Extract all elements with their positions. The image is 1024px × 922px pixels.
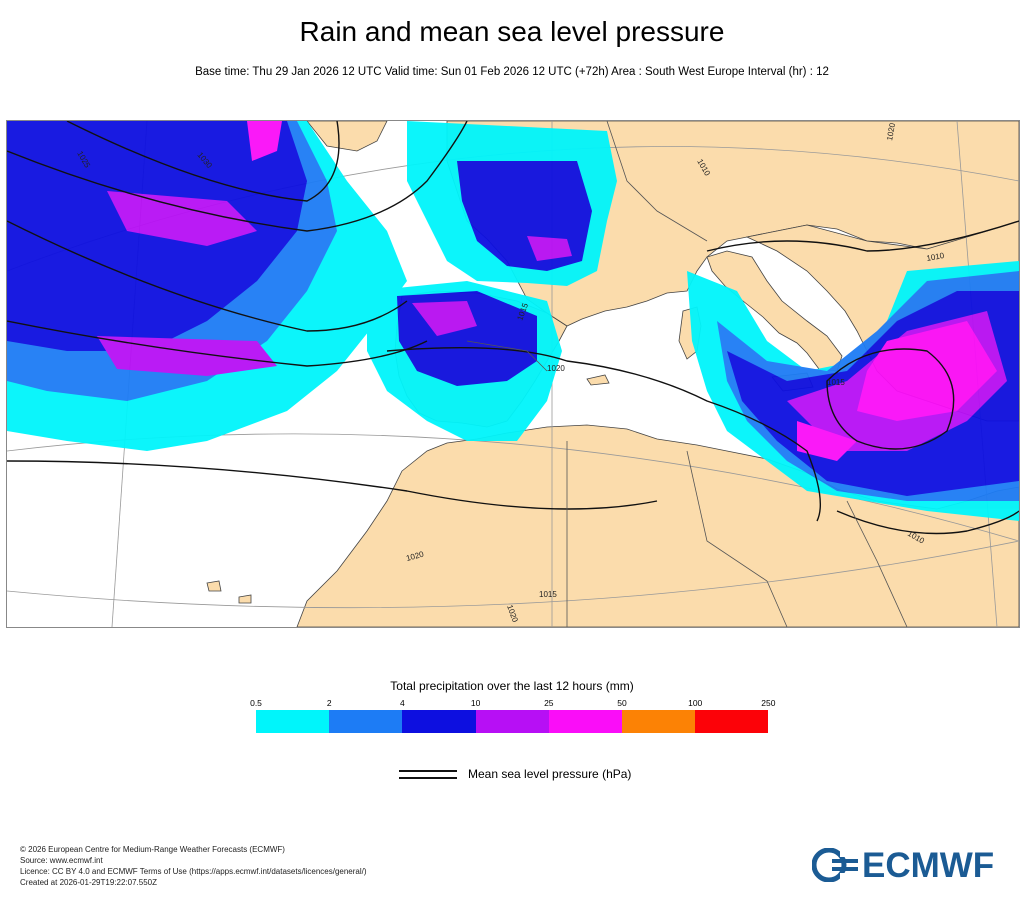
isobar-3: [7, 220, 408, 332]
land-britain: [306, 121, 388, 152]
isobar-label: 1015: [539, 590, 557, 599]
precip-med-magenta-2: [797, 421, 857, 461]
chart-title: Rain and mean sea level pressure: [299, 16, 725, 47]
legend-tick-label: 25: [544, 698, 554, 708]
precip-atlantic-purple: [107, 191, 257, 246]
isobar-2: [66, 121, 340, 202]
legend-tick-label: 2: [326, 698, 332, 708]
legend-title: Total precipitation over the last 12 hou…: [390, 679, 634, 693]
msl-legend-line: [399, 770, 457, 772]
legend-tick-label: 4: [400, 698, 405, 708]
map-svg: 1025 1030 1015 1020 1010 1015 1020 1010 …: [7, 121, 1019, 627]
precip-atlantic-band: [97, 336, 277, 376]
precip-atlantic-magenta: [247, 121, 282, 161]
isobar-4: [7, 320, 428, 367]
legend-tick-label: 100: [688, 698, 703, 708]
isobar-label: 1010: [926, 251, 946, 263]
country-borders: [466, 121, 908, 627]
footer-credits: © 2026 European Centre for Medium-Range …: [20, 844, 367, 888]
legend-color-swatch: [475, 710, 549, 733]
legend-color-swatch: [256, 710, 330, 733]
legend-color-swatch: [548, 710, 622, 733]
precip-med-magenta: [857, 321, 997, 421]
precip-biscay-purple: [527, 236, 572, 261]
chart-subtitle: Base time: Thu 29 Jan 2026 12 UTC Valid …: [195, 66, 829, 78]
legend-tick-label: 250: [761, 698, 776, 708]
legend-tick-label: 10: [470, 698, 481, 708]
legend-tick-label: 0.5: [250, 698, 262, 708]
legend-color-swatch: [402, 710, 476, 733]
land-canaries-2: [238, 594, 252, 604]
footer-line: Created at 2026-01-29T19:22:07.550Z: [20, 878, 157, 887]
legend-color-swatch: [329, 710, 403, 733]
isobars: [7, 121, 1019, 535]
isobar-7: [706, 220, 1019, 252]
isobar-label: 1020: [885, 122, 897, 142]
isobar-9: [836, 510, 1019, 535]
legend-color-swatch: [695, 710, 769, 733]
legend-tick-label: 50: [617, 698, 627, 708]
footer-line: Licence: CC BY 4.0 and ECMWF Terms of Us…: [20, 867, 367, 876]
land-canaries: [206, 580, 222, 592]
precip-shading: [7, 121, 1019, 521]
isobar-8: [826, 348, 955, 450]
legend-color-swatch: [622, 710, 696, 733]
isobar-6: [386, 346, 822, 522]
footer-line: © 2026 European Centre for Medium-Range …: [20, 845, 285, 854]
ecmwf-logo-icon: [812, 848, 858, 882]
land-balearics: [586, 374, 610, 386]
forecast-map: 1025 1030 1015 1020 1010 1015 1020 1010 …: [6, 120, 1020, 628]
msl-legend-line: [399, 777, 457, 779]
isobar-label: 1020: [547, 364, 565, 373]
footer-line: Source: www.ecmwf.int: [20, 856, 103, 865]
isobar-5: [7, 460, 658, 510]
isobar-1: [7, 121, 468, 232]
msl-legend-label: Mean sea level pressure (hPa): [468, 767, 632, 781]
ecmwf-logo-text: ECMWF: [862, 846, 995, 885]
precip-iberia-purple: [412, 301, 477, 336]
isobar-label: 1015: [827, 378, 845, 387]
ecmwf-logo: ECMWF: [812, 846, 1012, 886]
